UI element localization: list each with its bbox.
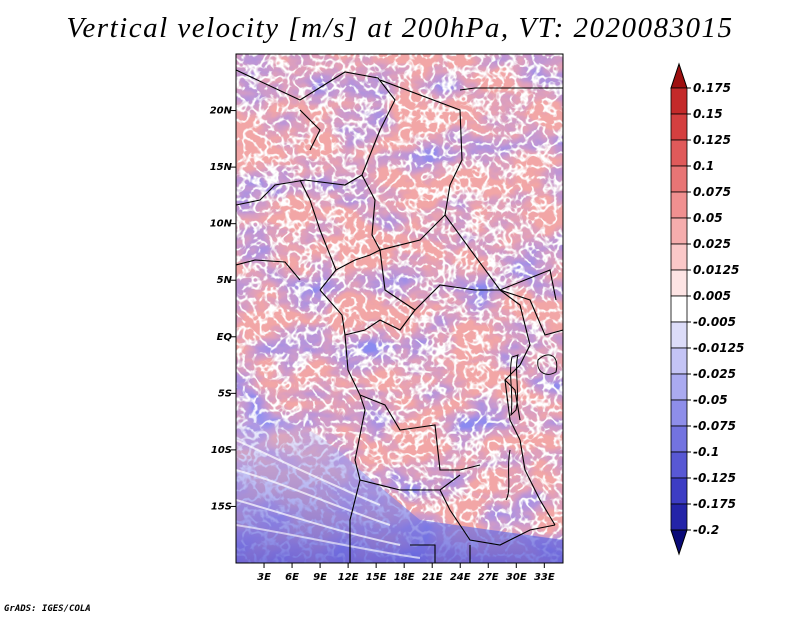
colorbar-label: -0.05: [693, 393, 728, 407]
colorbar-segment: [670, 165, 688, 193]
lon-tick-label: 9E: [313, 572, 327, 583]
colorbar-segment: [670, 243, 688, 271]
lat-tick-label: EQ: [217, 332, 233, 343]
colorbar-label: -0.025: [693, 367, 736, 381]
lon-tick-label: 21E: [422, 572, 443, 583]
lat-tick-label: 5N: [217, 275, 233, 286]
lon-tick-label: 30E: [506, 572, 527, 583]
map-frame: [235, 53, 564, 564]
colorbar-label: -0.005: [693, 315, 736, 329]
figure-title: Vertical velocity [m/s] at 200hPa, VT: 2…: [66, 12, 734, 44]
colorbar-segment: [670, 399, 688, 427]
colorbar-segment: [670, 217, 688, 245]
lon-tick-label: 15E: [366, 572, 387, 583]
colorbar-segment: [670, 451, 688, 479]
colorbar-label: 0.175: [693, 81, 731, 95]
colorbar-label: 0.025: [693, 237, 731, 251]
colorbar-segment: [670, 347, 688, 375]
colorbar-segment: [670, 321, 688, 349]
colorbar-label: -0.125: [693, 471, 736, 485]
lon-tick-label: 3E: [257, 572, 271, 583]
colorbar-segment: [670, 425, 688, 453]
colorbar-segment: [670, 477, 688, 505]
colorbar-label: -0.1: [693, 445, 719, 459]
colorbar-label: 0.05: [693, 211, 723, 225]
colorbar-label: 0.1: [693, 159, 714, 173]
lat-tick-label: 15S: [211, 501, 232, 512]
colorbar-label: 0.005: [693, 289, 731, 303]
lat-tick-label: 10S: [211, 445, 232, 456]
latitude-axis: 20N 15N 10N 5N EQ 5S 10S 15S: [210, 106, 236, 512]
map-area: [235, 53, 564, 564]
colorbar-label: 0.075: [693, 185, 731, 199]
map-figure: 3E 6E 9E 12E 15E 18E 21E 24E 27E 30E 33E 20N 15N 10N…: [210, 53, 744, 583]
longitude-axis: 3E 6E 9E 12E 15E 18E 21E 24E 27E 30E 33E: [257, 563, 555, 583]
southern-subsidence-band: [236, 400, 563, 563]
colorbar: 0.175 0.15 0.125 0.1 0.075 0.05 0.025 0.0125 0.0…: [670, 62, 744, 556]
colorbar-segment: [670, 295, 688, 323]
colorbar-segment: [670, 373, 688, 401]
colorbar-max-arrow: [670, 62, 688, 89]
colorbar-segment: [670, 191, 688, 219]
colorbar-segment: [670, 139, 688, 167]
lat-tick-label: 10N: [210, 219, 233, 230]
colorbar-segment: [670, 113, 688, 141]
country-borders: [236, 69, 563, 563]
lon-tick-label: 27E: [478, 572, 499, 583]
colorbar-label: 0.0125: [693, 263, 739, 277]
colorbar-label: 0.125: [693, 133, 731, 147]
colorbar-label: -0.175: [693, 497, 736, 511]
lat-tick-label: 20N: [210, 106, 233, 117]
lon-tick-label: 33E: [534, 572, 555, 583]
colorbar-segment: [670, 269, 688, 297]
lon-tick-label: 18E: [394, 572, 415, 583]
colorbar-label: 0.15: [693, 107, 723, 121]
colorbar-segment: [670, 87, 688, 115]
colorbar-segment: [670, 503, 688, 531]
lon-tick-label: 12E: [338, 572, 359, 583]
lon-tick-label: 24E: [450, 572, 471, 583]
grads-credit: GrADS: IGES/COLA: [4, 604, 91, 614]
colorbar-label: -0.075: [693, 419, 736, 433]
lon-tick-label: 6E: [285, 572, 299, 583]
lat-tick-label: 15N: [210, 162, 233, 173]
lat-tick-label: 5S: [218, 388, 232, 399]
colorbar-min-arrow: [670, 529, 688, 556]
colorbar-label: -0.0125: [693, 341, 744, 355]
colorbar-label: -0.2: [693, 523, 719, 537]
